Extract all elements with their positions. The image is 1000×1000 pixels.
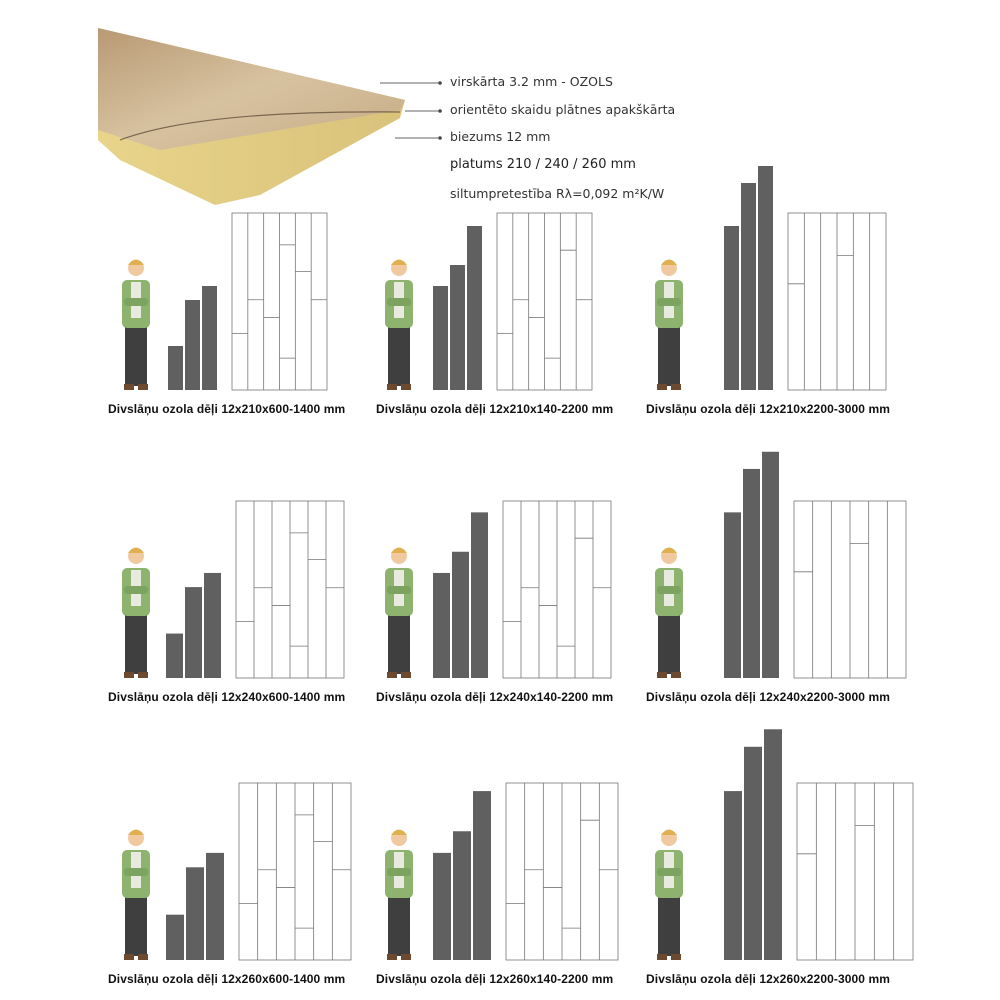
length-bar — [743, 468, 760, 678]
plank-layout — [793, 500, 907, 679]
panel-caption: Divslāņu ozola dēļi 12x240x140-2200 mm — [376, 690, 614, 704]
person-figure — [385, 547, 413, 678]
person-figure — [655, 829, 683, 960]
plank-layout — [238, 782, 352, 961]
spec-width: platums 210 / 240 / 260 mm — [450, 157, 636, 172]
size-panel — [122, 782, 352, 961]
panel-caption: Divslāņu ozola dēļi 12x210x140-2200 mm — [376, 402, 614, 416]
plank-layout — [796, 782, 914, 961]
length-bar — [433, 852, 451, 960]
person-figure — [122, 547, 150, 678]
length-bar — [433, 286, 448, 390]
spec-bottom-layer: orientēto skaidu plātnes apakškārta — [450, 102, 676, 117]
person-figure — [385, 829, 413, 960]
length-bar — [204, 572, 221, 678]
length-bar — [452, 551, 469, 678]
spec-thermal: siltumpretestība Rλ=0,092 m²K/W — [450, 186, 665, 201]
length-bar — [185, 300, 200, 390]
length-bar — [758, 166, 773, 390]
length-bar — [764, 729, 782, 960]
panel-caption: Divslāņu ozola dēļi 12x210x600-1400 mm — [108, 402, 346, 416]
length-bar — [186, 867, 204, 960]
length-bar — [724, 226, 739, 390]
size-panel — [655, 729, 914, 961]
length-bar — [450, 265, 465, 390]
length-bar — [453, 831, 471, 960]
panel-caption: Divslāņu ozola dēļi 12x210x2200-3000 mm — [646, 402, 891, 416]
size-panel — [122, 500, 345, 679]
length-bar — [724, 512, 741, 678]
plank-layout — [235, 500, 345, 679]
size-panel — [385, 500, 612, 679]
panel-caption: Divslāņu ozola dēļi 12x260x2200-3000 mm — [646, 972, 891, 986]
size-panel — [385, 782, 619, 961]
person-figure — [122, 259, 150, 390]
panel-caption: Divslāņu ozola dēļi 12x260x140-2200 mm — [376, 972, 614, 986]
length-bar — [206, 852, 224, 960]
length-bar — [185, 587, 202, 678]
spec-top-layer: virskārta 3.2 mm - OZOLS — [450, 74, 613, 89]
length-bar — [202, 286, 217, 390]
size-panel — [122, 212, 328, 391]
plank-layout — [496, 212, 593, 391]
person-figure — [655, 259, 683, 390]
length-bar — [473, 791, 491, 960]
spec-thickness: biezums 12 mm — [450, 129, 551, 144]
length-bar — [741, 183, 756, 390]
panel-caption: Divslāņu ozola dēļi 12x240x600-1400 mm — [108, 690, 346, 704]
plank-layout — [231, 212, 328, 391]
plank-layout — [502, 500, 612, 679]
plank-layout — [505, 782, 619, 961]
person-figure — [122, 829, 150, 960]
length-bar — [433, 572, 450, 678]
person-figure — [655, 547, 683, 678]
length-bar — [724, 791, 742, 960]
plank-layout — [787, 212, 887, 391]
length-bar — [471, 512, 488, 678]
length-bar — [166, 633, 183, 678]
person-figure — [385, 259, 413, 390]
size-panel — [655, 166, 887, 391]
length-bar — [762, 451, 779, 678]
length-bar — [744, 746, 762, 960]
size-panel — [655, 451, 907, 679]
panel-caption: Divslāņu ozola dēļi 12x240x2200-3000 mm — [646, 690, 891, 704]
length-bar — [467, 226, 482, 390]
length-bar — [166, 914, 184, 960]
panel-caption: Divslāņu ozola dēļi 12x260x600-1400 mm — [108, 972, 346, 986]
size-panel — [385, 212, 593, 391]
length-bar — [168, 346, 183, 390]
